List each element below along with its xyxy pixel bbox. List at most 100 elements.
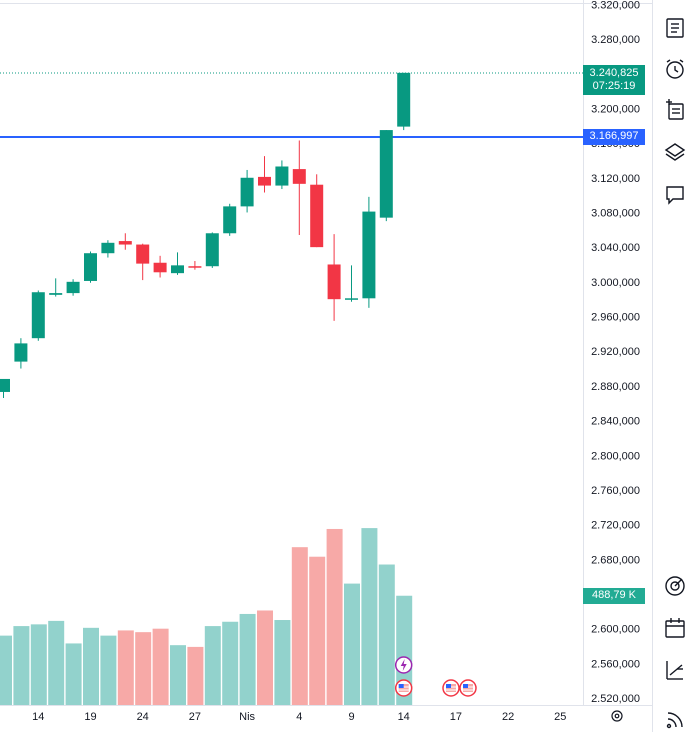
- usa-flag-icon[interactable]: [459, 679, 477, 697]
- candle-body: [49, 293, 63, 295]
- y-tick-label: 2.680,000: [591, 554, 640, 566]
- usa-flag-icon[interactable]: [394, 679, 413, 697]
- right-toolbar: [652, 0, 695, 732]
- candle-body: [362, 211, 376, 299]
- candle-body: [118, 241, 132, 245]
- volume-bar: [291, 547, 308, 705]
- y-tick-label: 2.600,000: [591, 624, 640, 636]
- x-tick-label: 9: [348, 711, 354, 723]
- volume-bar: [222, 621, 239, 705]
- volume-value: 488,79 K: [591, 588, 637, 601]
- y-tick-label: 3.200,000: [591, 103, 640, 115]
- current-price-label: 3.240,825 07:25:19: [583, 64, 645, 95]
- candle-body: [14, 343, 28, 362]
- volume-bar: [204, 626, 221, 705]
- usa-flag-icon[interactable]: [442, 679, 460, 697]
- target-icon[interactable]: [661, 572, 689, 600]
- candle-body: [292, 169, 306, 184]
- volume-bar: [152, 628, 169, 705]
- y-tick-label: 2.760,000: [591, 485, 640, 497]
- watchlist-icon[interactable]: [661, 14, 689, 42]
- countdown-timer: 07:25:19: [592, 79, 636, 92]
- volume-bar: [13, 626, 30, 705]
- x-tick-label: 14: [32, 711, 44, 723]
- x-tick-label: 17: [450, 711, 462, 723]
- y-tick-label: 3.120,000: [591, 173, 640, 185]
- y-tick-label: 2.520,000: [591, 693, 640, 705]
- volume-bar: [30, 624, 47, 705]
- candle-body: [327, 264, 341, 300]
- layers-icon[interactable]: [661, 138, 689, 166]
- candle-body: [310, 184, 324, 248]
- candle-body: [0, 378, 10, 392]
- volume-bar: [239, 613, 256, 705]
- x-tick-label: 25: [554, 711, 566, 723]
- volume-bar: [187, 646, 204, 705]
- y-tick-label: 2.880,000: [591, 381, 640, 393]
- candle-body: [153, 262, 167, 273]
- y-tick-label: 2.560,000: [591, 658, 640, 670]
- candle-body: [345, 298, 358, 300]
- horizontal-line-label[interactable]: 3.166,997: [583, 129, 645, 145]
- candle-body: [258, 176, 271, 186]
- candle-body: [205, 233, 219, 267]
- volume-bar: [361, 528, 378, 705]
- candle-body: [379, 130, 393, 218]
- x-tick-label: 24: [137, 711, 149, 723]
- calendar-icon[interactable]: [661, 614, 689, 642]
- chat-icon[interactable]: [661, 181, 689, 209]
- candle-body: [136, 244, 150, 264]
- volume-bar: [48, 620, 65, 705]
- y-tick-label: 2.800,000: [591, 450, 640, 462]
- volume-bar: [257, 610, 273, 705]
- add-list-icon[interactable]: [661, 96, 689, 124]
- x-tick-label: 27: [189, 711, 201, 723]
- volume-bar: [326, 528, 343, 705]
- lightning-icon[interactable]: [394, 656, 413, 674]
- candle-body: [240, 177, 254, 207]
- chart-background: [0, 0, 652, 732]
- volume-bar: [135, 632, 152, 705]
- candle-body: [188, 266, 202, 268]
- y-tick-label: 3.320,000: [591, 0, 640, 11]
- y-tick-label: 3.040,000: [591, 242, 640, 254]
- y-tick-label: 3.000,000: [591, 277, 640, 289]
- volume-bar: [170, 645, 186, 705]
- volume-bar: [396, 595, 413, 705]
- x-tick-label: 14: [398, 711, 410, 723]
- y-tick-label: 2.720,000: [591, 520, 640, 532]
- volume-bar: [83, 627, 99, 705]
- candle-body: [66, 281, 80, 294]
- y-tick-label: 2.960,000: [591, 312, 640, 324]
- y-tick-label: 2.920,000: [591, 346, 640, 358]
- candle-body: [397, 72, 411, 127]
- y-tick-label: 2.840,000: [591, 416, 640, 428]
- volume-bar: [65, 643, 82, 705]
- volume-bar: [274, 620, 291, 705]
- candle-body: [171, 265, 184, 274]
- volume-bar: [309, 556, 326, 705]
- x-tick-label: 4: [296, 711, 302, 723]
- volume-bar: [0, 635, 12, 705]
- candle-body: [84, 253, 97, 281]
- y-tick-label: 3.080,000: [591, 207, 640, 219]
- candle-body: [31, 292, 45, 339]
- price-chart[interactable]: 3.320,0003.280,0003.240,0003.200,0003.16…: [0, 0, 652, 732]
- trend-line-icon[interactable]: [661, 656, 689, 684]
- volume-bar: [100, 635, 117, 705]
- candle-body: [275, 166, 289, 186]
- candle-body: [223, 206, 237, 234]
- candle-body: [101, 242, 115, 254]
- y-tick-label: 3.280,000: [591, 34, 640, 46]
- horizontal-line-value: 3.166,997: [589, 130, 639, 142]
- x-tick-label: Nis: [239, 711, 255, 723]
- gear-icon[interactable]: [611, 710, 623, 722]
- broadcast-icon[interactable]: [661, 706, 689, 734]
- volume-label: 488,79 K: [583, 587, 645, 604]
- current-price-value: 3.240,825: [589, 66, 639, 79]
- x-tick-label: 19: [84, 711, 96, 723]
- alert-clock-icon[interactable]: [661, 55, 689, 83]
- volume-bar: [344, 583, 360, 705]
- volume-bar: [117, 630, 134, 705]
- x-tick-label: 22: [502, 711, 514, 723]
